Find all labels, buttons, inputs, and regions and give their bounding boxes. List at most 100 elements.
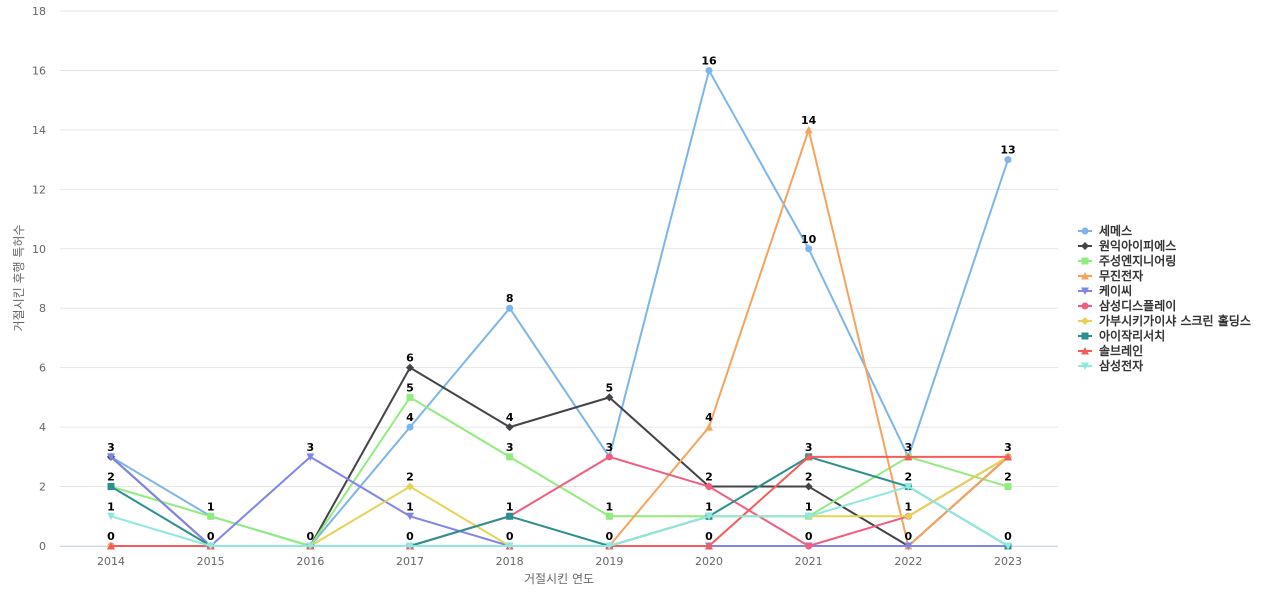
data-label: 0 — [406, 530, 414, 543]
data-label: 3 — [506, 441, 514, 454]
legend-marker — [1081, 272, 1089, 280]
data-label: 3 — [107, 441, 115, 454]
data-point — [506, 304, 514, 312]
data-label: 3 — [805, 441, 813, 454]
y-tick-label: 12 — [32, 183, 46, 196]
data-label: 3 — [1004, 441, 1012, 454]
data-point — [705, 66, 713, 74]
series-line — [110, 485, 1009, 547]
data-point — [705, 542, 713, 550]
series-line — [110, 128, 1009, 547]
data-point — [107, 453, 115, 461]
y-tick-label: 8 — [39, 302, 46, 315]
data-label: 2 — [107, 471, 115, 484]
series-6 — [107, 453, 1012, 550]
x-tick-label: 2019 — [595, 555, 623, 568]
data-point — [1004, 156, 1012, 164]
legend-marker — [1081, 287, 1089, 295]
data-point — [904, 452, 913, 461]
legend-marker — [1081, 302, 1089, 310]
data-label: 0 — [705, 530, 713, 543]
legend-marker — [1081, 242, 1089, 250]
y-axis-title: 거절시킨 후행 특허수 — [11, 225, 26, 332]
data-label: 0 — [207, 530, 215, 543]
data-label: 1 — [606, 500, 614, 513]
legend-item[interactable]: 아이작리서치 — [1078, 328, 1165, 343]
data-point — [1004, 542, 1012, 550]
data-point — [804, 512, 813, 521]
x-tick-label: 2018 — [496, 555, 524, 568]
x-axis-title: 거절시킨 연도 — [524, 572, 594, 586]
data-point — [904, 483, 913, 491]
data-label: 2 — [805, 471, 813, 484]
data-label: 0 — [107, 530, 115, 543]
data-point — [207, 512, 215, 520]
series-line — [110, 455, 1009, 547]
data-label: 3 — [905, 441, 913, 454]
gridlines — [60, 10, 1058, 547]
series-10 — [107, 483, 1012, 550]
data-label: 8 — [506, 292, 514, 305]
legend-label: 주성엔지니어링 — [1099, 253, 1176, 268]
series-8 — [107, 453, 1012, 550]
y-tick-label: 16 — [32, 64, 46, 77]
y-tick-label: 4 — [39, 421, 46, 434]
legend-label: 솔브레인 — [1099, 343, 1143, 358]
data-point — [406, 512, 414, 521]
legend-label: 세메스 — [1099, 223, 1132, 238]
legend-item[interactable]: 삼성디스플레이 — [1078, 298, 1176, 313]
data-point — [804, 452, 813, 461]
data-label: 14 — [801, 114, 817, 127]
y-tick-label: 0 — [39, 540, 46, 553]
data-point — [805, 245, 813, 253]
data-label: 3 — [307, 441, 315, 454]
data-point — [705, 512, 713, 521]
y-tick-label: 6 — [39, 362, 46, 375]
x-tick-label: 2021 — [795, 555, 823, 568]
legend-item[interactable]: 케이씨 — [1078, 283, 1132, 298]
data-label: 3 — [606, 441, 614, 454]
legend-label: 삼성디스플레이 — [1099, 298, 1176, 313]
data-point — [107, 542, 115, 550]
legend-item[interactable]: 삼성전자 — [1078, 358, 1143, 373]
x-tick-label: 2023 — [994, 555, 1022, 568]
data-label: 0 — [1004, 530, 1012, 543]
x-tick-label: 2020 — [695, 555, 723, 568]
legend-item[interactable]: 무진전자 — [1078, 268, 1143, 283]
y-tick-label: 14 — [32, 124, 46, 137]
data-point — [705, 423, 713, 431]
legend-label: 가부시키가이샤 스크린 홀딩스 — [1099, 313, 1251, 328]
y-tick-label: 10 — [32, 243, 46, 256]
legend-item[interactable]: 주성엔지니어링 — [1078, 253, 1176, 268]
data-label: 1 — [905, 500, 913, 513]
data-point — [107, 512, 115, 521]
data-label: 5 — [406, 381, 414, 394]
data-point — [306, 542, 315, 550]
data-point — [107, 483, 115, 491]
data-point — [406, 542, 414, 550]
data-point — [605, 512, 613, 520]
x-tick-label: 2015 — [197, 555, 225, 568]
data-label: 2 — [1004, 471, 1012, 484]
data-label: 0 — [307, 530, 315, 543]
data-label: 0 — [606, 530, 614, 543]
data-point — [406, 482, 414, 491]
data-point — [1004, 452, 1012, 461]
data-point — [406, 393, 414, 401]
legend-label: 무진전자 — [1099, 268, 1143, 283]
legend-item[interactable]: 원익아이피에스 — [1078, 238, 1176, 253]
legend-item[interactable]: 가부시키가이샤 스크린 홀딩스 — [1078, 313, 1251, 328]
data-label: 2 — [406, 471, 414, 484]
data-point — [506, 512, 514, 520]
data-label: 4 — [705, 411, 713, 424]
legend-item[interactable]: 세메스 — [1078, 223, 1132, 238]
data-point — [904, 542, 913, 550]
data-point — [605, 453, 613, 461]
series-7 — [107, 452, 1012, 550]
legend-marker — [1081, 317, 1089, 325]
legend-item[interactable]: 솔브레인 — [1078, 343, 1143, 358]
series-9 — [107, 452, 1012, 550]
data-point — [505, 423, 514, 432]
